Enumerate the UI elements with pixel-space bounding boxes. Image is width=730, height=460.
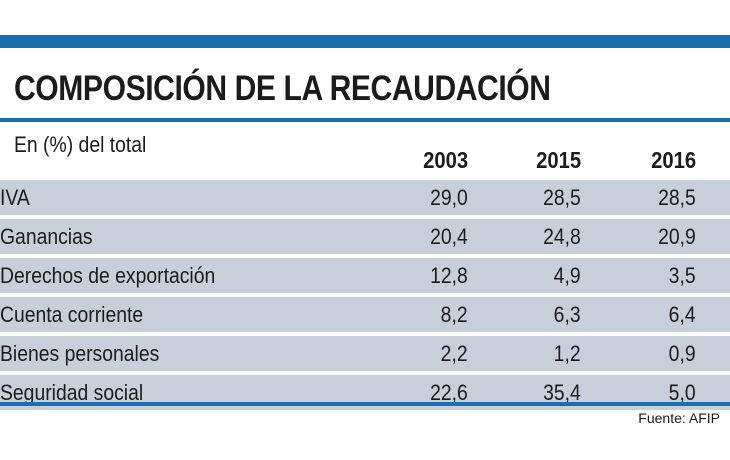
table-row: Ganancias 20,4 24,8 20,9 — [0, 219, 730, 254]
column-header-2003: 2003 — [377, 128, 468, 176]
row-label: Cuenta corriente — [0, 297, 378, 332]
cell-value: 1,2 — [467, 336, 581, 371]
cell-value: 24,8 — [467, 219, 581, 254]
cell-value: 4,9 — [467, 258, 581, 293]
cell-value: 12,8 — [377, 258, 468, 293]
cell-value: 6,3 — [467, 297, 581, 332]
cell-value: 8,2 — [377, 297, 468, 332]
row-label: Bienes personales — [0, 336, 378, 371]
unit-label: En (%) del total — [0, 128, 378, 176]
table-row: IVA 29,0 28,5 28,5 — [0, 180, 730, 215]
cell-value: 28,5 — [580, 180, 730, 215]
cell-value: 0,9 — [580, 336, 730, 371]
table-row: Derechos de exportación 12,8 4,9 3,5 — [0, 258, 730, 293]
top-accent-bar — [0, 35, 730, 48]
table-header-row: En (%) del total 2003 2015 2016 — [0, 128, 730, 176]
row-label: Derechos de exportación — [0, 258, 378, 293]
cell-value: 20,4 — [377, 219, 468, 254]
cell-value: 6,4 — [580, 297, 730, 332]
bottom-divider — [0, 402, 730, 406]
source-note: Fuente: AFIP — [638, 410, 720, 426]
table-row: Bienes personales 2,2 1,2 0,9 — [0, 336, 730, 371]
cell-value: 2,2 — [377, 336, 468, 371]
row-label: Ganancias — [0, 219, 378, 254]
table-row: Cuenta corriente 8,2 6,3 6,4 — [0, 297, 730, 332]
column-header-2015: 2015 — [467, 128, 581, 176]
cell-value: 20,9 — [580, 219, 730, 254]
title-divider — [0, 118, 730, 122]
table-title: COMPOSICIÓN DE LA RECAUDACIÓN — [14, 69, 551, 108]
cell-value: 3,5 — [580, 258, 730, 293]
recaudacion-table: En (%) del total 2003 2015 2016 IVA 29,0… — [0, 124, 730, 414]
row-label: IVA — [0, 180, 378, 215]
cell-value: 28,5 — [467, 180, 581, 215]
cell-value: 29,0 — [377, 180, 468, 215]
column-header-2016: 2016 — [580, 128, 730, 176]
